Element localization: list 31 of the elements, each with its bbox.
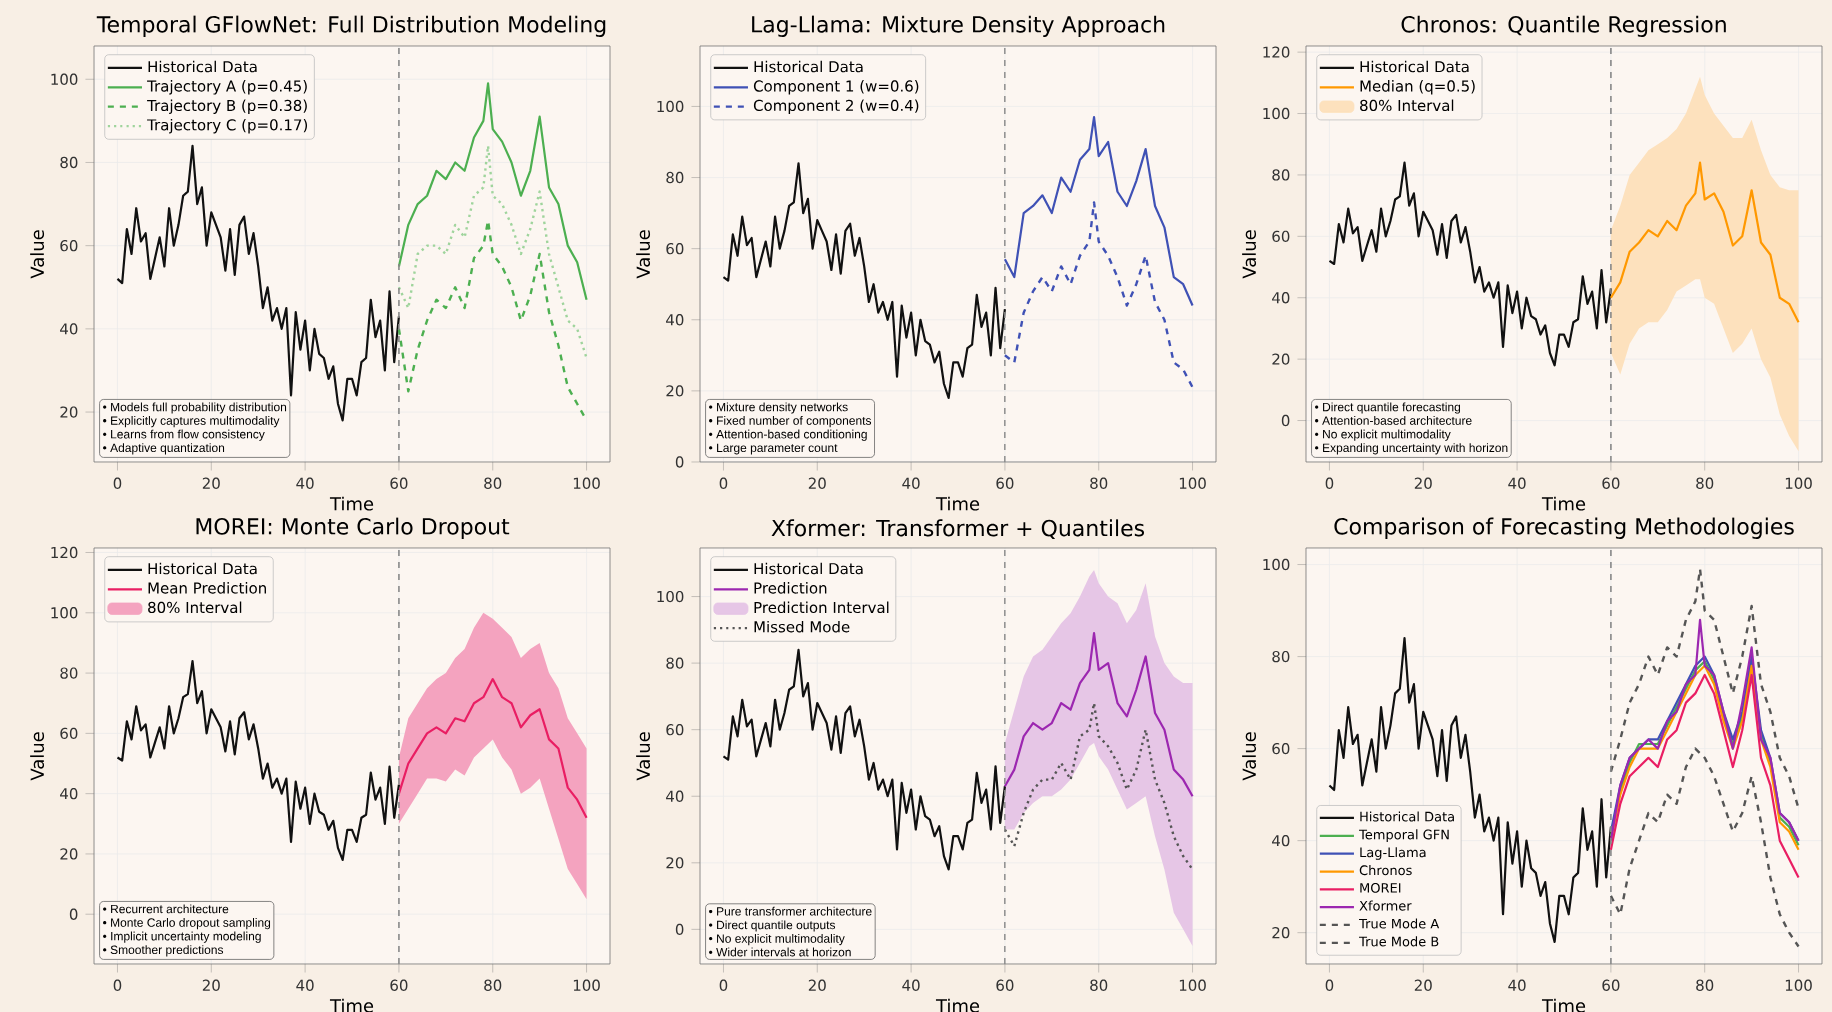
x-axis-title: Time	[329, 998, 374, 1012]
x-axis-title: Time	[935, 998, 980, 1012]
y-axis-title: Value	[1242, 732, 1257, 781]
chart-title: Temporal GFlowNet: Full Distribution Modeling	[96, 15, 606, 37]
line-series	[1003, 116, 1194, 307]
line-series	[1003, 201, 1194, 389]
line-series	[1609, 567, 1800, 810]
line-series	[397, 82, 588, 301]
x-axis-title: Time	[1541, 998, 1586, 1012]
line-series	[1003, 632, 1194, 798]
chart-title: MOREI: Monte Carlo Dropout	[196, 517, 510, 539]
line-series	[722, 648, 1007, 871]
line-series	[397, 219, 588, 422]
y-axis-title: Value	[30, 230, 45, 279]
x-axis-title: Time	[329, 496, 374, 511]
line-series	[1609, 161, 1800, 324]
y-axis-title: Value	[30, 732, 45, 781]
x-axis-title: Time	[935, 496, 980, 511]
chart-title: Lag-Llama: Mixture Density Approach	[752, 15, 1165, 37]
chart-title: Comparison of Forecasting Methodologies	[1334, 517, 1794, 539]
line-series	[397, 144, 588, 360]
y-axis-title: Value	[636, 230, 651, 279]
y-axis-title: Value	[636, 732, 651, 781]
chart-title: Xformer: Transformer + Quantiles	[771, 519, 1145, 539]
chart-title: Chronos: Quantile Regression	[1401, 15, 1726, 37]
line-series	[1609, 618, 1800, 842]
x-axis-title: Time	[1541, 496, 1586, 511]
line-series	[397, 678, 588, 819]
line-series	[1003, 701, 1194, 871]
line-series	[1328, 161, 1612, 367]
y-axis-title: Value	[1242, 230, 1257, 279]
